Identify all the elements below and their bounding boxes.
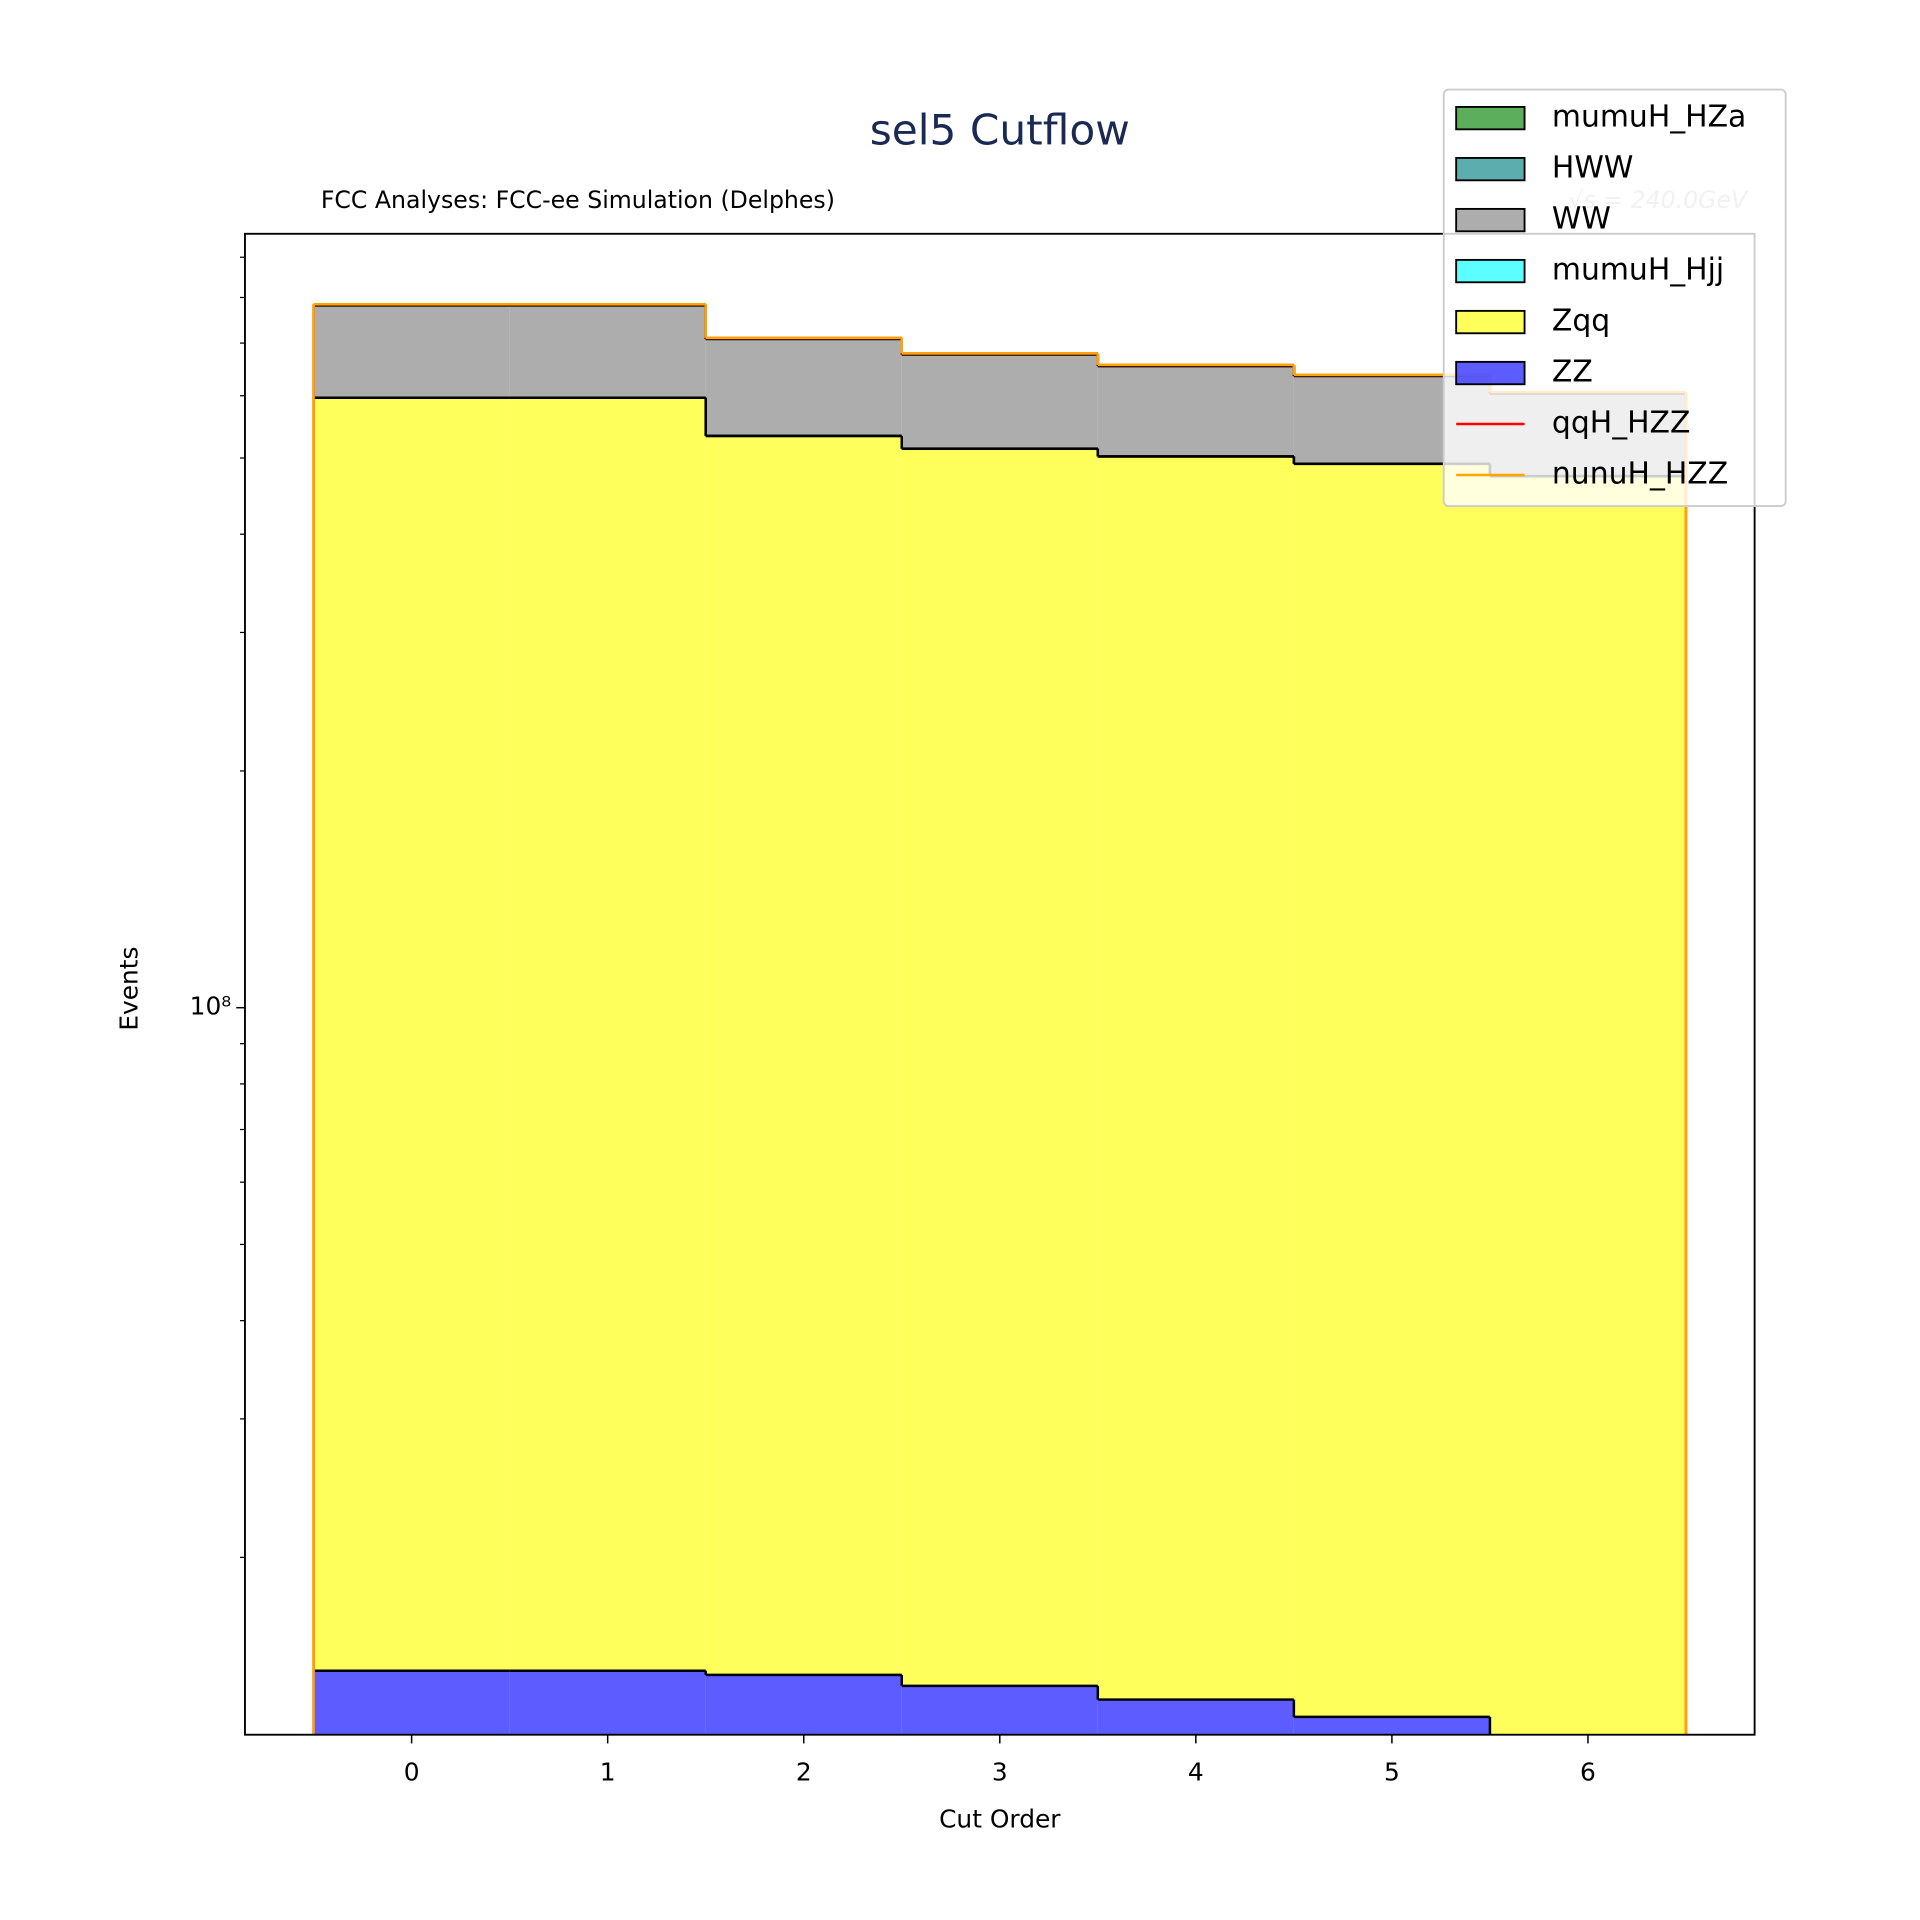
legend-label: qqH_HZZ bbox=[1552, 406, 1691, 441]
legend-label: Zqq bbox=[1552, 304, 1610, 339]
legend-label: HWW bbox=[1552, 151, 1633, 186]
x-tick-label: 1 bbox=[600, 1757, 616, 1786]
bar-segment bbox=[705, 339, 902, 436]
bar-segment bbox=[901, 1685, 1098, 1735]
y-axis-label: Events bbox=[115, 947, 144, 1031]
plot-area bbox=[312, 303, 1688, 1735]
x-tick-label: 4 bbox=[1188, 1757, 1204, 1786]
legend-box bbox=[1442, 88, 1787, 508]
bar-segment bbox=[1293, 463, 1490, 1717]
chart-title: sel5 Cutflow bbox=[870, 106, 1130, 155]
bar-segment bbox=[313, 305, 510, 398]
x-tick-label: 0 bbox=[404, 1757, 420, 1786]
bar-segment bbox=[509, 1670, 706, 1735]
legend-swatch bbox=[1455, 258, 1526, 284]
bar-segment bbox=[1293, 1716, 1490, 1735]
x-tick-label: 6 bbox=[1580, 1757, 1596, 1786]
bar-segment bbox=[1097, 366, 1294, 457]
legend-swatch bbox=[1455, 309, 1526, 335]
legend-label: ZZ bbox=[1552, 355, 1593, 390]
axes: 0 1 2 3 4 5 6 10⁸ bbox=[190, 256, 1596, 1786]
bar-segment bbox=[705, 1674, 902, 1735]
axes-frame bbox=[244, 232, 1756, 1736]
legend-label: nunuH_HZZ bbox=[1552, 457, 1728, 492]
bar-segment bbox=[509, 397, 706, 1671]
legend-swatch bbox=[1455, 156, 1526, 182]
legend-label: mumuH_HZa bbox=[1552, 100, 1746, 135]
x-tick-label: 5 bbox=[1384, 1757, 1400, 1786]
legend-label: WW bbox=[1552, 202, 1611, 237]
bar-segment bbox=[705, 436, 902, 1675]
legend-swatch bbox=[1455, 360, 1526, 386]
y-tick-label: 10⁸ bbox=[190, 992, 232, 1021]
legend-swatch bbox=[1455, 106, 1526, 131]
x-tick-label: 3 bbox=[992, 1757, 1008, 1786]
legend: mumuH_HZa HWW WW mumuH_Hjj Zqq ZZ qqH_HZZ nunuH… bbox=[1442, 88, 1787, 508]
bar-segment bbox=[1489, 476, 1686, 1735]
chart-subtitle: FCC Analyses: FCC-ee Simulation (Delphes… bbox=[321, 186, 835, 214]
bar-segment bbox=[901, 354, 1098, 449]
bar-segment bbox=[313, 1670, 510, 1735]
bar-segment bbox=[1097, 1699, 1294, 1735]
bar-segment bbox=[509, 305, 706, 398]
legend-label: mumuH_Hjj bbox=[1552, 253, 1724, 288]
bar-segment bbox=[901, 448, 1098, 1686]
bar-segment bbox=[1097, 456, 1294, 1700]
x-tick-label: 2 bbox=[796, 1757, 812, 1786]
x-axis-label: Cut Order bbox=[939, 1805, 1061, 1834]
legend-swatch bbox=[1455, 207, 1526, 233]
bar-segment bbox=[313, 397, 510, 1671]
